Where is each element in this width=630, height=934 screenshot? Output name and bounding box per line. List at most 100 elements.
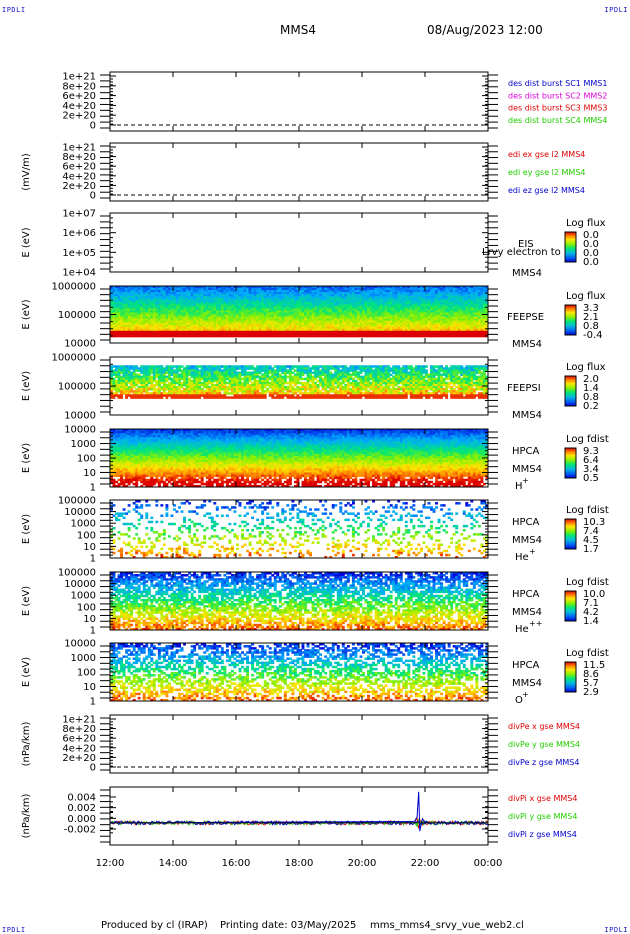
heatmap-cell (286, 371, 290, 374)
heatmap-cell (205, 296, 209, 299)
heatmap-cell (477, 292, 481, 295)
heatmap-cell (316, 375, 320, 379)
heatmap-cell (326, 334, 330, 338)
heatmap-cell (296, 334, 300, 338)
heatmap-cell (316, 302, 320, 305)
heatmap-cell (253, 296, 257, 299)
heatmap-cell (246, 308, 249, 311)
heatmap-cell (173, 288, 176, 291)
heatmap-cell (435, 296, 438, 299)
heatmap-cell (472, 300, 476, 303)
heatmap-cell (339, 288, 343, 291)
heatmap-cell (178, 304, 181, 307)
heatmap-cell (253, 286, 257, 289)
heatmap-cell (268, 292, 272, 295)
heatmap-cell (110, 302, 113, 305)
heatmap-cell (283, 310, 287, 313)
heatmap-cell (167, 302, 171, 305)
y-tick-label: 6e+20 (62, 91, 96, 102)
heatmap-cell (467, 334, 471, 338)
heatmap-cell (321, 296, 325, 299)
heatmap-cell (210, 290, 214, 293)
heatmap-cell (190, 288, 194, 291)
heatmap-cell (296, 296, 300, 299)
heatmap-cell (115, 375, 118, 379)
heatmap-cell (185, 292, 189, 295)
heatmap-cell (215, 334, 219, 338)
heatmap-cell (157, 290, 161, 293)
heatmap-cell (276, 288, 280, 291)
heatmap-cell (351, 294, 355, 297)
heatmap-cell (445, 308, 449, 311)
heatmap-cell (150, 371, 154, 374)
heatmap-cell (445, 300, 449, 303)
heatmap-cell (283, 300, 287, 303)
heatmap-cell (452, 298, 456, 301)
heatmap-cell (175, 308, 179, 311)
heatmap-cell (122, 302, 126, 305)
heatmap-cell (329, 367, 333, 370)
heatmap-cell (145, 302, 149, 305)
heatmap-cell (261, 294, 265, 297)
heatmap-cell (462, 334, 466, 338)
heatmap-cell (324, 290, 328, 293)
heatmap-cell (430, 294, 433, 297)
heatmap-cell (435, 306, 438, 309)
heatmap-cell (309, 294, 312, 297)
heatmap-cell (425, 306, 428, 309)
heatmap-cell (205, 302, 209, 305)
heatmap-cell (236, 367, 239, 370)
heatmap-cell (183, 300, 186, 303)
heatmap-cell (412, 306, 416, 309)
heatmap-cell (356, 294, 360, 297)
heatmap-cell (286, 292, 290, 295)
heatmap-cell (236, 298, 239, 301)
heatmap-cell (306, 286, 310, 289)
heatmap-cell (432, 300, 436, 303)
heatmap-cell (215, 294, 219, 297)
heatmap-cell (150, 290, 154, 293)
heatmap-cell (120, 371, 123, 374)
legend-entry: edi ex gse l2 MMS4 (508, 150, 585, 159)
heatmap-cell (188, 310, 192, 313)
heatmap-cell (278, 286, 282, 289)
heatmap-cell (122, 308, 126, 311)
heatmap-cell (137, 369, 141, 372)
heatmap-cell (344, 294, 348, 297)
heatmap-cell (278, 298, 282, 301)
heatmap-cell (127, 290, 131, 293)
heatmap-cell (399, 290, 403, 293)
heatmap-cell (137, 310, 141, 313)
heatmap-cell (137, 298, 141, 301)
heatmap-cell (152, 286, 156, 289)
heatmap-cell (387, 308, 391, 311)
heatmap-cell (210, 304, 214, 307)
heatmap-cell (316, 296, 320, 299)
heatmap-cell (417, 306, 421, 309)
heatmap-cell (223, 304, 227, 307)
heatmap-cell (210, 334, 214, 338)
heatmap-cell (188, 290, 192, 293)
heatmap-cell (437, 288, 441, 291)
heatmap-cell (339, 308, 343, 311)
heatmap-cell (281, 306, 285, 309)
heatmap-cell (200, 310, 204, 313)
heatmap-cell (321, 302, 325, 305)
heatmap-cell (329, 298, 333, 301)
heatmap-cell (409, 294, 413, 297)
heatmap-cell (331, 302, 335, 305)
heatmap-cell (460, 306, 464, 309)
heatmap-cell (188, 334, 192, 338)
heatmap-cell (147, 286, 151, 289)
heatmap-cell (397, 290, 401, 293)
heatmap-cell (465, 304, 469, 307)
heatmap-cell (432, 298, 436, 301)
heatmap-cell (293, 308, 297, 311)
heatmap-cell (417, 292, 421, 295)
heatmap-cell (195, 302, 199, 305)
heatmap-cell (334, 334, 338, 338)
heatmap-cell (243, 302, 247, 305)
heatmap-cell (472, 298, 476, 301)
heatmap-cell (248, 296, 252, 299)
heatmap-cell (246, 310, 249, 313)
